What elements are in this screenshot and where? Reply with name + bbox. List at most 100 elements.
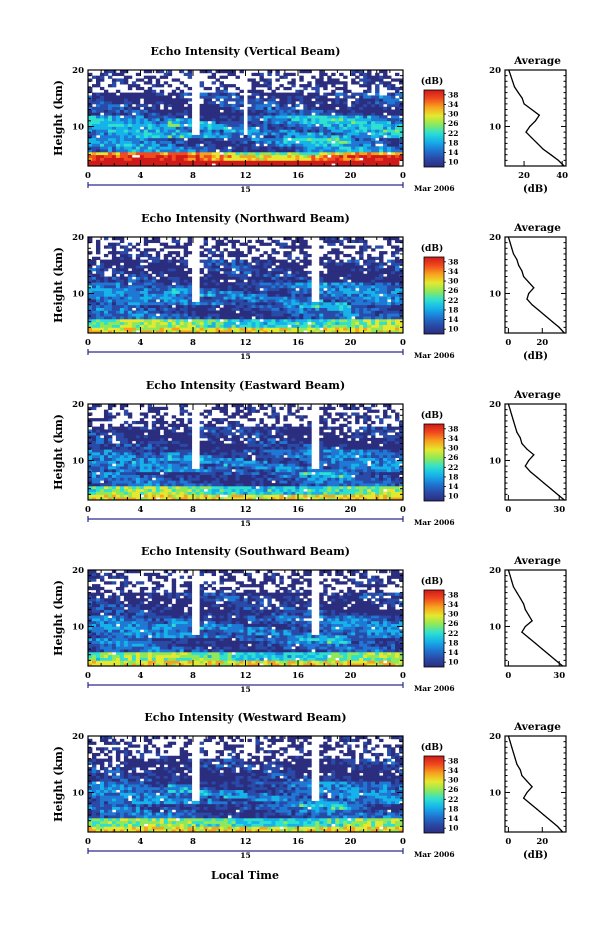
heatmap-cell — [131, 290, 137, 294]
heatmap-cell — [179, 273, 185, 277]
heatmap-cell — [111, 287, 117, 292]
heatmap-cell — [363, 81, 368, 85]
heatmap-cell — [187, 251, 193, 255]
heatmap-cell — [143, 151, 149, 156]
heatmap-cell — [299, 149, 304, 153]
heatmap-cell — [175, 95, 181, 99]
heatmap-cell — [167, 313, 173, 317]
heatmap-cell — [375, 307, 380, 311]
heatmap-cell — [179, 95, 185, 99]
heatmap-cell — [231, 143, 236, 147]
heatmap-cell — [203, 318, 209, 323]
heatmap-cell — [151, 318, 157, 323]
heatmap-cell — [123, 324, 129, 328]
colorbar-tick-label: 30 — [448, 277, 458, 286]
heatmap-cell — [203, 296, 209, 300]
heatmap-cell — [391, 293, 396, 297]
heatmap-cell — [235, 313, 240, 317]
heatmap-cell — [395, 149, 400, 153]
heatmap-cell — [151, 118, 157, 122]
heatmap-cell — [303, 296, 308, 300]
colorbar-tick-label: 26 — [448, 286, 458, 295]
heatmap-cell — [359, 245, 364, 249]
heatmap-cell — [383, 75, 388, 79]
heatmap-cell — [223, 304, 228, 308]
heatmap-cell — [207, 98, 213, 102]
heatmap-cell — [167, 293, 173, 297]
heatmap-cell — [319, 157, 324, 161]
heatmap-cell — [215, 491, 220, 495]
heatmap-cell — [355, 75, 360, 79]
heatmap-cell — [343, 299, 348, 303]
heatmap-cell — [363, 163, 368, 167]
heatmap-cell — [327, 123, 332, 127]
heatmap-cell — [263, 497, 268, 501]
heatmap-cell — [271, 279, 276, 283]
heatmap-cell — [263, 330, 268, 334]
heatmap-cell — [375, 134, 380, 139]
heatmap-cell — [371, 157, 376, 161]
heatmap-cell — [335, 154, 340, 158]
heatmap-cell — [331, 98, 336, 102]
heatmap-cell — [267, 282, 272, 286]
heatmap-cell — [135, 270, 141, 275]
heatmap-cell — [339, 160, 344, 164]
heatmap-cell — [259, 126, 264, 130]
heatmap-cell — [159, 123, 165, 127]
heatmap-cell — [215, 106, 220, 110]
heatmap-cell — [143, 123, 149, 127]
heatmap-cell — [147, 89, 153, 93]
heatmap-cell — [159, 279, 165, 283]
heatmap-cell — [219, 313, 224, 317]
heatmap-cell — [335, 112, 340, 116]
heatmap-cell — [207, 299, 213, 303]
heatmap-cell — [291, 316, 296, 320]
heatmap-cell — [391, 151, 396, 156]
heatmap-cell — [167, 101, 173, 105]
heatmap-cell — [303, 273, 308, 277]
heatmap-cell — [267, 253, 272, 258]
heatmap-cell — [223, 296, 228, 300]
x-tick-label: 8 — [190, 171, 196, 181]
heatmap-cell — [327, 115, 332, 119]
heatmap-cell — [223, 242, 228, 246]
profile-point — [538, 114, 540, 116]
heatmap-cell — [339, 293, 344, 297]
heatmap-cell — [339, 494, 344, 498]
heatmap-cell — [363, 151, 368, 156]
heatmap-cell — [207, 137, 213, 141]
heatmap-cell — [283, 293, 288, 297]
heatmap-cell — [139, 86, 145, 91]
heatmap-cell — [243, 290, 248, 294]
heatmap-cell — [151, 101, 157, 105]
heatmap-cell — [239, 330, 244, 334]
heatmap-cell — [367, 256, 372, 260]
heatmap-cell — [167, 70, 173, 74]
heatmap-cell — [211, 491, 216, 495]
heatmap-cell — [231, 140, 236, 144]
heatmap-cell — [303, 70, 308, 74]
heatmap-cell — [91, 151, 97, 156]
heatmap-cell — [207, 109, 213, 113]
heatmap-cell — [291, 123, 296, 127]
heatmap-cell — [343, 265, 348, 269]
heatmap-cell — [111, 290, 117, 294]
heatmap-cell — [251, 115, 256, 119]
heatmap-cell — [119, 160, 125, 164]
heatmap-cell — [195, 151, 201, 156]
heatmap-cell — [135, 491, 141, 495]
heatmap-cell — [179, 92, 185, 96]
heatmap-cell — [107, 132, 113, 136]
heatmap-cell — [247, 134, 252, 139]
heatmap-cell — [227, 84, 232, 88]
heatmap-cell — [175, 313, 181, 317]
heatmap-cell — [247, 106, 252, 110]
heatmap-cell — [135, 316, 141, 320]
heatmap-cell — [395, 262, 400, 266]
heatmap-cell — [103, 327, 109, 331]
heatmap-cell — [259, 163, 264, 167]
colorbar-tick-label: 34 — [448, 267, 458, 276]
heatmap-cell — [163, 313, 169, 317]
heatmap-cell — [99, 494, 105, 498]
heatmap-cell — [375, 129, 380, 133]
